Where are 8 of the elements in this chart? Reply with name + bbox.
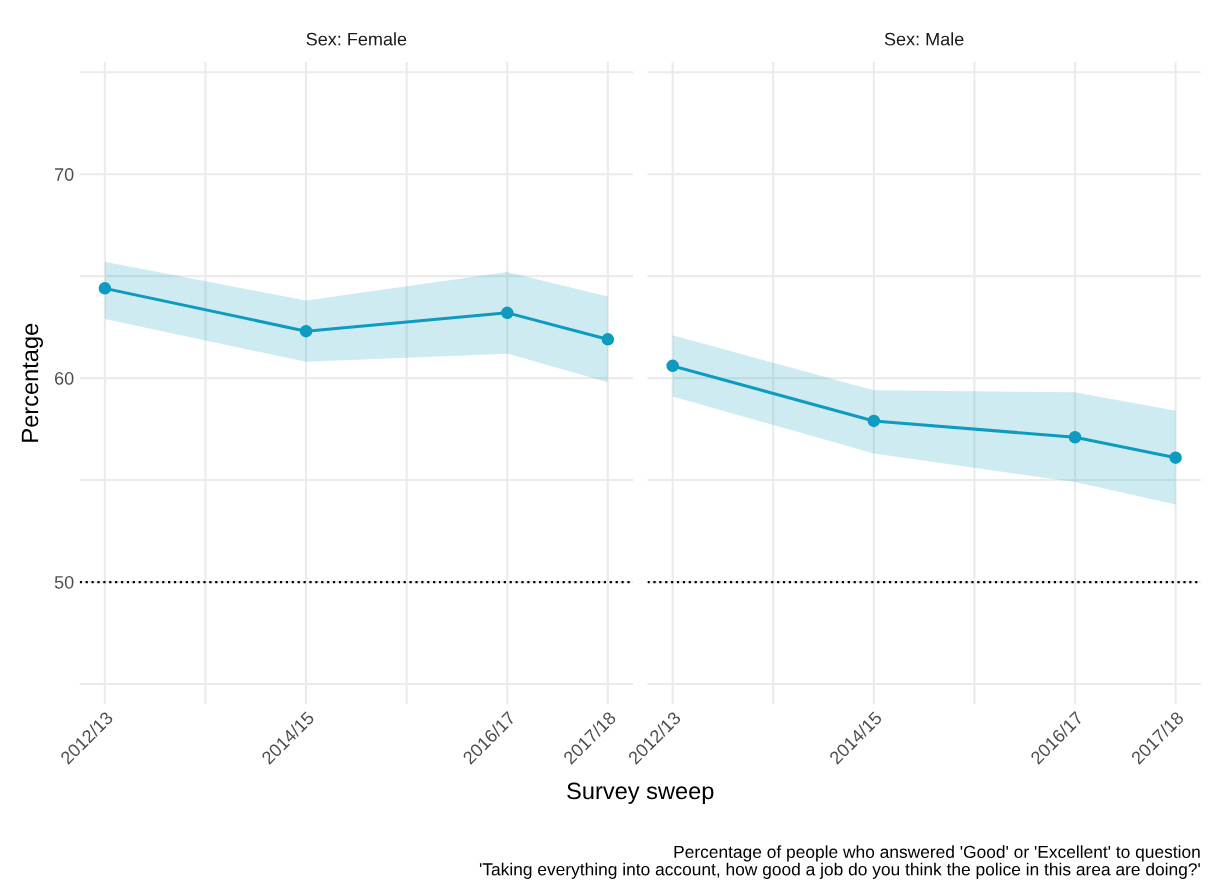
text: Percentage of people who answered 'Good' or 'Excellent' to question 'Taking everything into account, how good a job do you think the police in this area are doing?' bbox=[479, 845, 1200, 879]
y-tick-label: 50 bbox=[54, 575, 74, 589]
x-axis-title: Survey sweep bbox=[567, 782, 714, 804]
chart-title: Sex: Male bbox=[884, 32, 964, 46]
y-tick-label: 60 bbox=[55, 372, 74, 385]
y-tick-label: 70 bbox=[55, 168, 74, 181]
y-axis-title: Percentage bbox=[21, 323, 43, 442]
chart-title: Sex: Female bbox=[306, 32, 407, 46]
